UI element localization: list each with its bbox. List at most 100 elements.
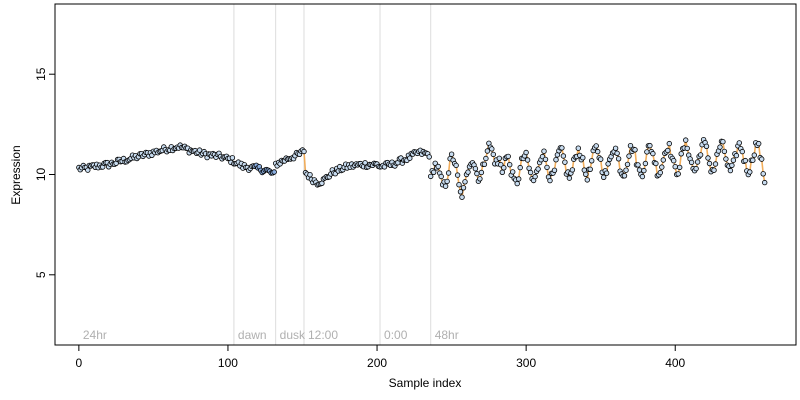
data-point [671,157,677,164]
data-point [605,161,611,167]
data-point [542,156,549,163]
data-point [517,164,523,171]
data-point [641,167,647,174]
data-point [603,170,610,176]
data-point [85,167,91,173]
data-point [614,150,620,156]
data-point [532,173,538,180]
data-point [711,167,717,173]
data-point [587,166,593,172]
data-point [693,165,699,172]
data-point [683,137,689,143]
data-point [559,145,565,151]
data-point [736,140,742,146]
segment-labels: 24hr dawn dusk 12:00 0:00 48hr [83,328,459,342]
data-point [407,155,413,161]
data-point [544,164,550,171]
y-axis: 5 10 15 [34,67,56,278]
data-point [583,171,589,177]
segment-label: dusk [280,328,306,342]
data-point [438,173,444,180]
data-point [678,151,684,157]
data-point [460,185,467,191]
data-point [560,153,567,159]
data-point [426,154,432,160]
data-point [727,167,734,174]
data-point [535,166,541,172]
segment-label: 0:00 [384,328,408,342]
data-point [615,156,622,162]
data-point [688,159,695,166]
data-point [562,159,568,165]
data-point [660,157,666,163]
data-point [431,169,437,175]
data-point [712,161,719,167]
data-point [706,160,713,167]
data-point [457,189,464,195]
data-point [742,157,748,164]
data-point [465,169,471,175]
data-point [553,156,559,163]
data-point [462,179,468,185]
data-point [496,155,502,161]
data-point [632,147,638,153]
data-point [739,148,745,155]
x-axis: 0 100 200 300 400 [76,344,686,370]
data-point [601,174,607,180]
data-point [435,163,441,170]
data-point [507,161,513,168]
data-point [730,157,737,163]
segment-label: 24hr [83,328,107,342]
data-point [759,156,765,162]
data-point [653,160,659,167]
data-point [747,169,753,175]
data-point [636,167,643,173]
data-point [595,148,601,155]
data-point [612,145,619,151]
data-point [717,144,723,150]
data-point [307,171,313,178]
data-point [448,151,455,157]
segment-label: 12:00 [308,328,338,342]
y-tick-label: 5 [34,271,48,278]
data-point [623,167,629,173]
data-point [675,171,681,177]
data-point [665,147,671,154]
data-point [659,164,665,170]
data-point [484,148,491,154]
segment-label: dawn [238,328,267,342]
data-point [505,153,511,160]
data-point [478,169,485,176]
x-tick-label: 400 [665,356,685,370]
data-point [684,145,690,152]
data-point [524,157,531,163]
plot-frame [54,3,797,346]
data-point [453,162,459,169]
data-point [642,160,649,167]
data-point [650,150,656,157]
data-point [627,142,634,149]
data-point [635,162,641,168]
y-tick-label: 10 [34,168,48,182]
data-point [229,155,236,161]
data-point [271,169,277,175]
data-point [626,153,632,159]
data-point [551,167,558,173]
data-point [516,176,522,182]
data-point [721,148,728,155]
y-axis-label: Expression [9,145,23,204]
data-point [527,169,534,176]
data-point [589,158,595,164]
data-point [720,138,726,145]
data-point [756,140,762,147]
data-point [489,146,495,152]
data-point [593,143,599,149]
data-points [76,136,768,200]
data-point [301,148,307,155]
x-tick-label: 300 [516,356,536,370]
data-point [733,152,740,159]
data-point [444,178,450,185]
data-point [459,194,465,200]
data-point [523,149,529,156]
data-point [657,169,663,176]
